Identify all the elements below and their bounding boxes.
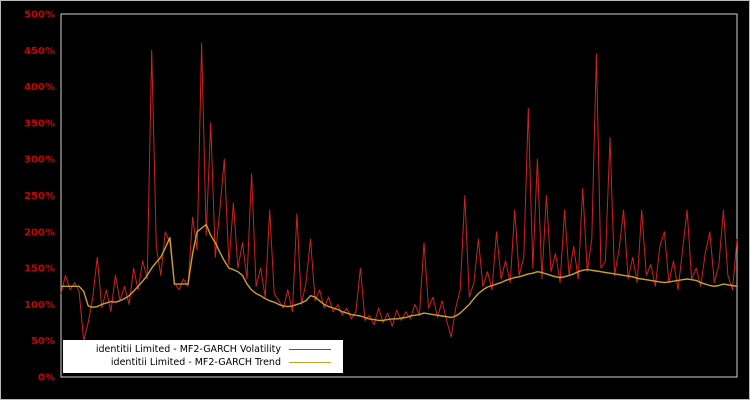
y-axis-tick-label: 200% <box>24 227 55 238</box>
y-axis-tick-label: 300% <box>24 155 55 166</box>
y-axis-tick-label: 250% <box>24 191 55 202</box>
y-axis-tick-label: 450% <box>24 46 55 57</box>
legend-label-volatility: identitii Limited - MF2-GARCH Volatility <box>95 344 281 355</box>
y-axis-tick-label: 500% <box>24 10 55 21</box>
legend-item-volatility: identitii Limited - MF2-GARCH Volatility <box>75 343 331 356</box>
volatility-line <box>60 42 738 342</box>
plot-border <box>60 13 738 378</box>
legend-line-sample-volatility <box>289 349 331 350</box>
y-axis-tick-label: 400% <box>24 82 55 93</box>
legend-label-trend: identitii Limited - MF2-GARCH Trend <box>110 357 281 368</box>
legend-item-trend: identitii Limited - MF2-GARCH Trend <box>75 356 331 369</box>
legend: identitii Limited - MF2-GARCH Volatility… <box>63 340 343 373</box>
y-axis-tick-label: 0% <box>38 373 55 384</box>
y-axis-tick-label: 150% <box>24 264 55 275</box>
trend-line <box>61 223 738 322</box>
y-axis-tick-label: 350% <box>24 118 55 129</box>
y-axis-tick-label: 100% <box>24 300 55 311</box>
legend-line-sample-trend <box>289 362 331 363</box>
y-axis-tick-label: 50% <box>31 336 55 347</box>
